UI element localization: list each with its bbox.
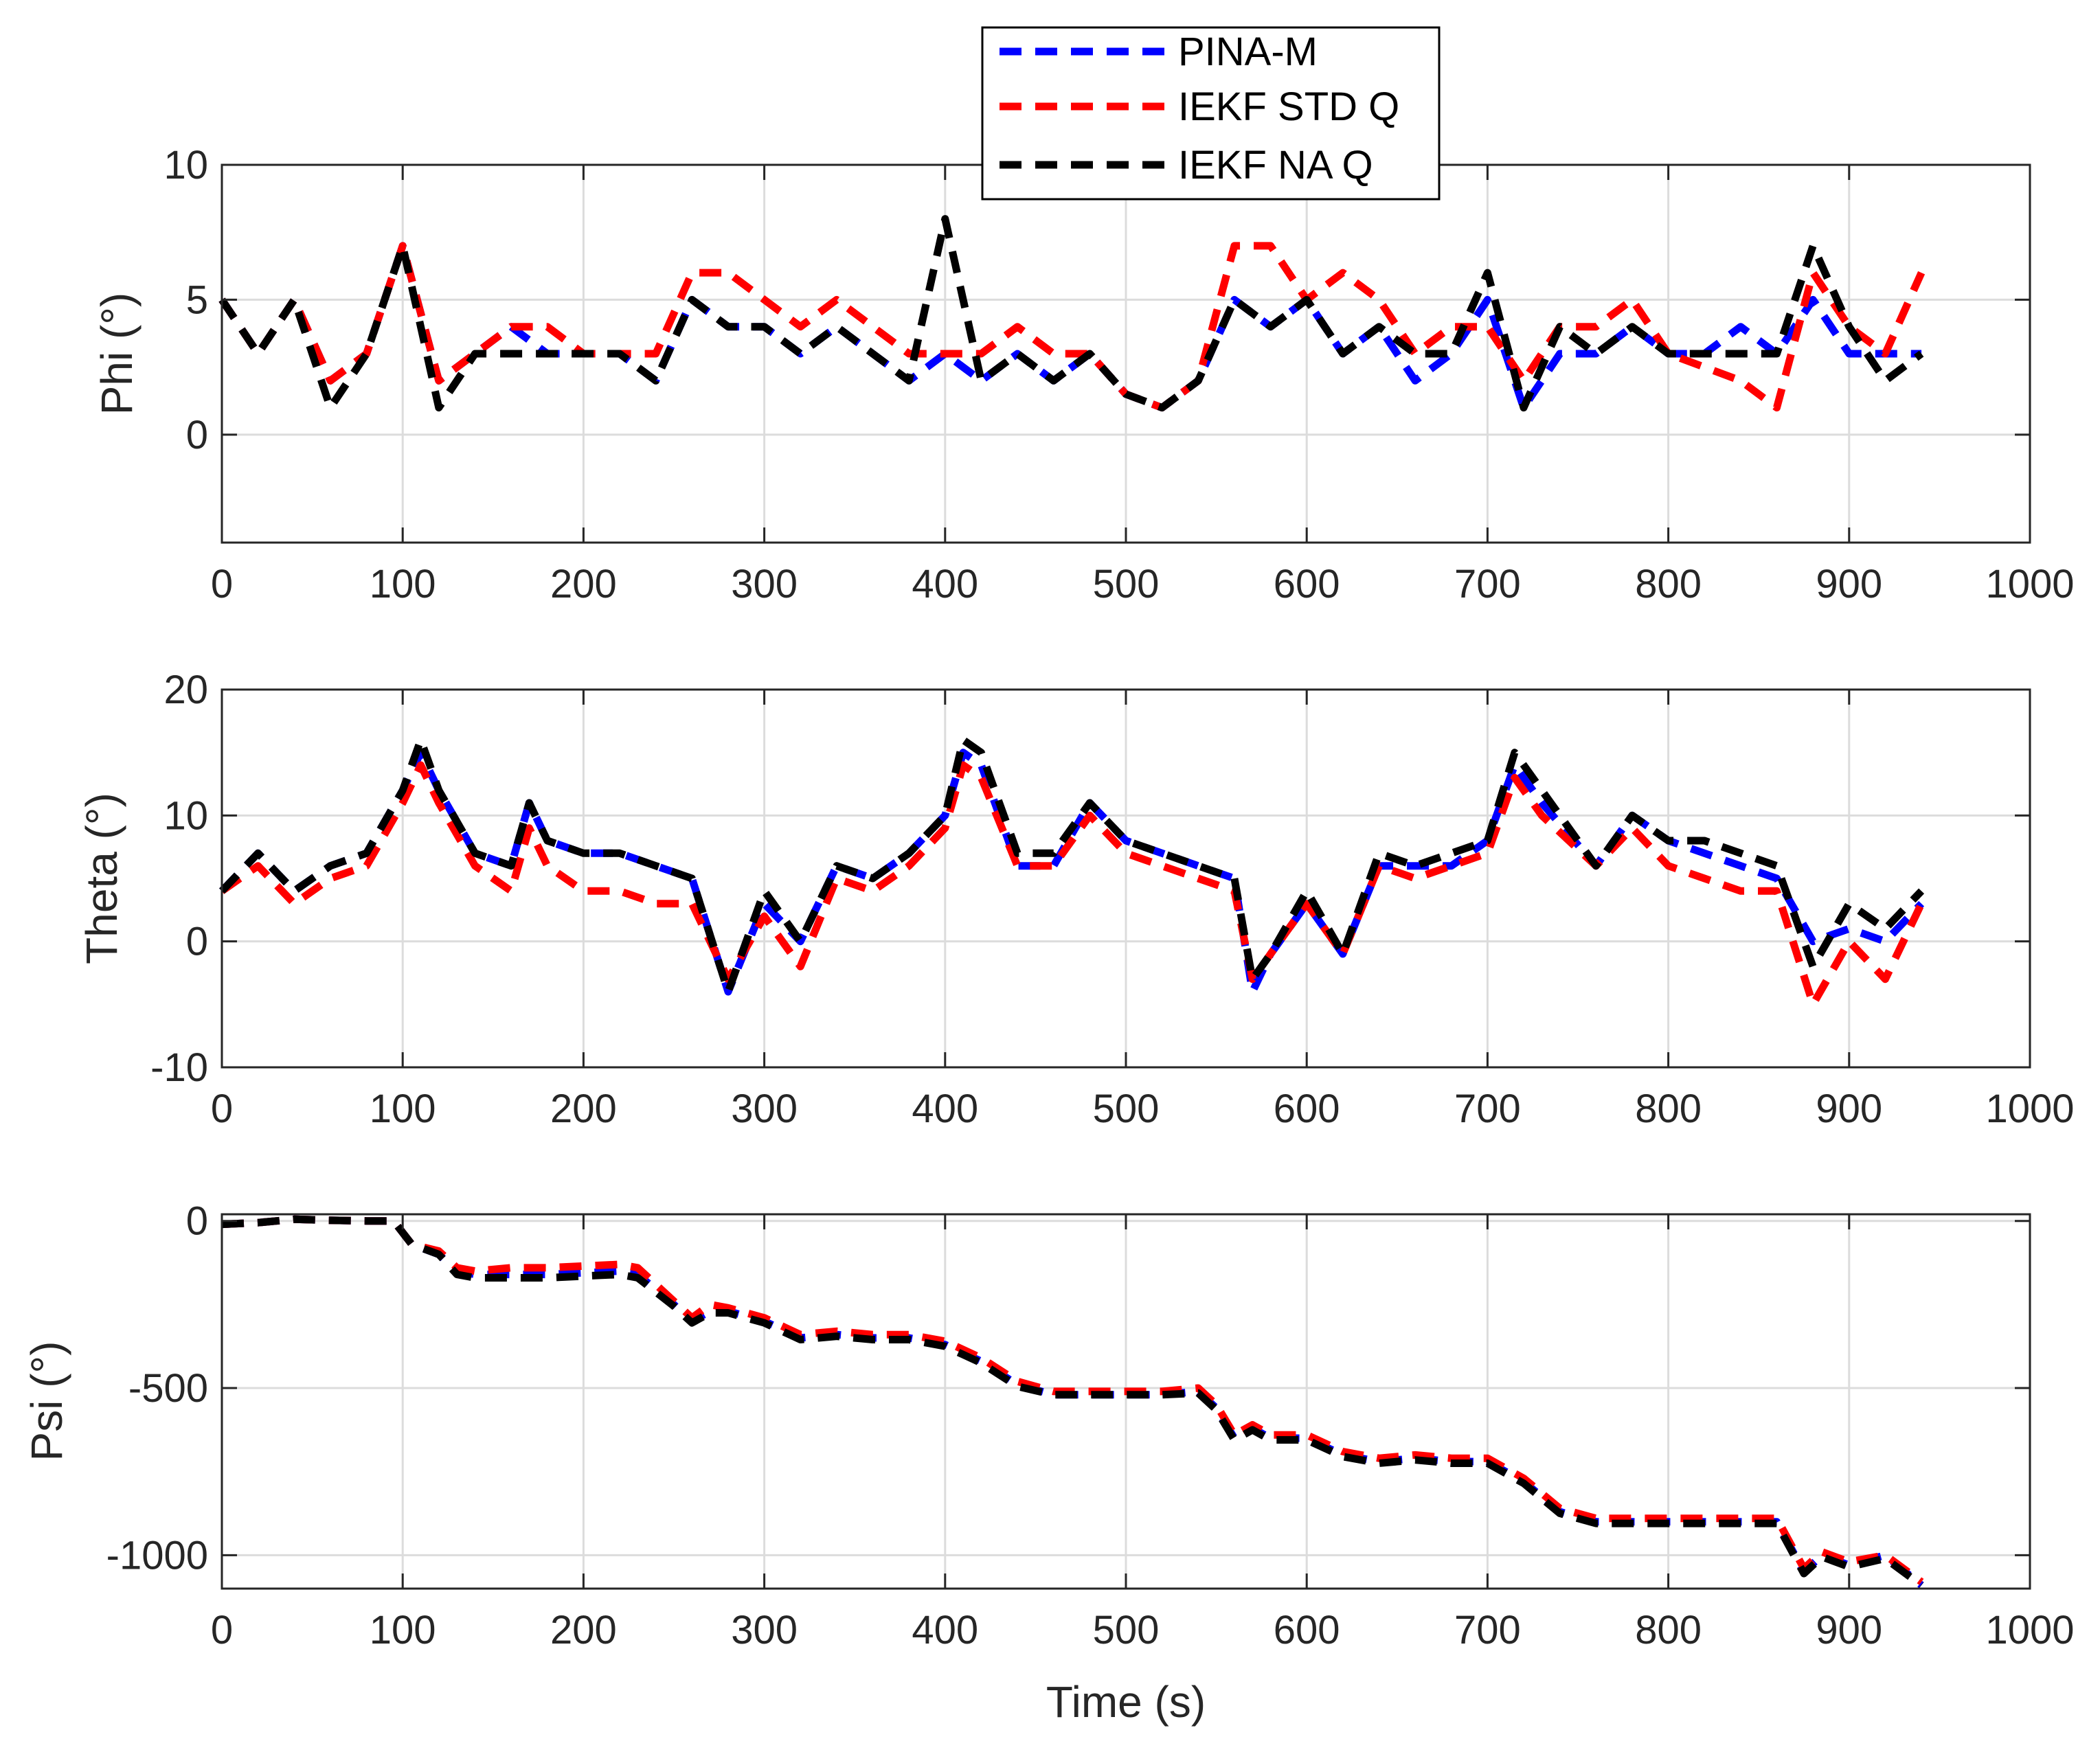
x-tick-label: 700 [1454,1087,1521,1131]
series-line-iekf-std-q [221,1215,1924,1585]
x-tick-label: 600 [1274,562,1340,606]
series-group-theta [219,736,1926,1008]
x-tick-label: 500 [1093,1608,1160,1652]
x-tick-label: 300 [731,562,798,606]
series-group-psi [221,1215,1924,1589]
x-tick-label: 200 [550,1087,617,1131]
x-tick-label: 600 [1274,1087,1340,1131]
ticks-phi: 0 100 200 300 400 500 600 700 800 900 1000 0 5 10 [163,143,2074,606]
legend-label-iekf-std-q: IEKF STD Q [1178,84,1399,129]
y-tick-label: 0 [186,1199,208,1244]
ticks-psi: 0 100 200 300 400 500 600 700 800 900 1000 -1000 -50… [106,1199,2075,1652]
y-tick-label: 0 [186,413,208,457]
x-tick-label: 200 [550,562,617,606]
x-tick-label: 0 [211,562,233,606]
y-tick-label: -1000 [106,1533,208,1578]
x-tick-label: 600 [1274,1608,1340,1652]
y-tick-label: 5 [186,277,208,322]
x-tick-label: 200 [550,1608,617,1652]
legend-box [981,26,1441,201]
x-tick-label: 300 [731,1608,798,1652]
x-tick-label: 100 [370,562,436,606]
ylabel-phi: Phi (°) [92,293,142,416]
x-tick-label: 800 [1635,1608,1702,1652]
x-tick-label: 1000 [1985,562,2074,606]
x-tick-label: 1000 [1985,1087,2074,1131]
x-tick-label: 100 [370,1087,436,1131]
axes-box-psi [221,1213,2031,1590]
ylabel-psi: Psi (°) [22,1341,71,1462]
axes-box-theta [221,688,2031,1069]
y-tick-label: -500 [128,1366,208,1411]
x-tick-label: 800 [1635,1087,1702,1131]
x-tick-label: 400 [912,1608,978,1652]
legend-label-pina-m: PINA-M [1178,30,1318,74]
xlabel-time: Time (s) [1046,1677,1206,1727]
x-tick-label: 400 [912,562,978,606]
x-tick-label: 500 [1093,562,1160,606]
y-tick-label: 10 [163,143,208,187]
x-tick-label: 700 [1454,1608,1521,1652]
x-tick-label: 300 [731,1087,798,1131]
legend-label-iekf-na-q: IEKF NA Q [1178,143,1373,187]
y-tick-label: 20 [163,668,208,712]
y-tick-label: 10 [163,793,208,838]
series-line-iekf-na-q [219,736,1925,996]
x-tick-label: 900 [1816,562,1882,606]
ylabel-theta: Theta (°) [77,793,126,964]
x-tick-label: 0 [211,1087,233,1131]
subplot-psi: 0 100 200 300 400 500 600 700 800 900 1000 -1000 -50… [22,1199,2075,1727]
x-tick-label: 500 [1093,1087,1160,1131]
series-line-iekf-std-q [218,242,1926,412]
x-tick-label: 400 [912,1087,978,1131]
x-tick-label: 700 [1454,562,1521,606]
series-line-iekf-na-q [221,1215,1924,1589]
x-tick-label: 900 [1816,1087,1882,1131]
legend: PINA-M IEKF STD Q IEKF NA Q [981,26,1441,201]
subplot-theta: 0 100 200 300 400 500 600 700 800 900 1000-1001020… [77,668,2075,1131]
x-tick-label: 800 [1635,562,1702,606]
x-tick-label: 900 [1816,1608,1882,1652]
y-tick-label: -10 [150,1045,208,1090]
series-group-phi [218,215,1926,412]
x-tick-label: 0 [211,1608,233,1652]
series-line-iekf-na-q [218,215,1924,412]
subplot-phi: 0 100 200 300 400 500 600 700 800 900 1000 0 5 10 Phi… [92,143,2075,606]
x-tick-label: 1000 [1985,1608,2074,1652]
x-tick-label: 100 [370,1608,436,1652]
y-tick-label: 0 [186,920,208,964]
